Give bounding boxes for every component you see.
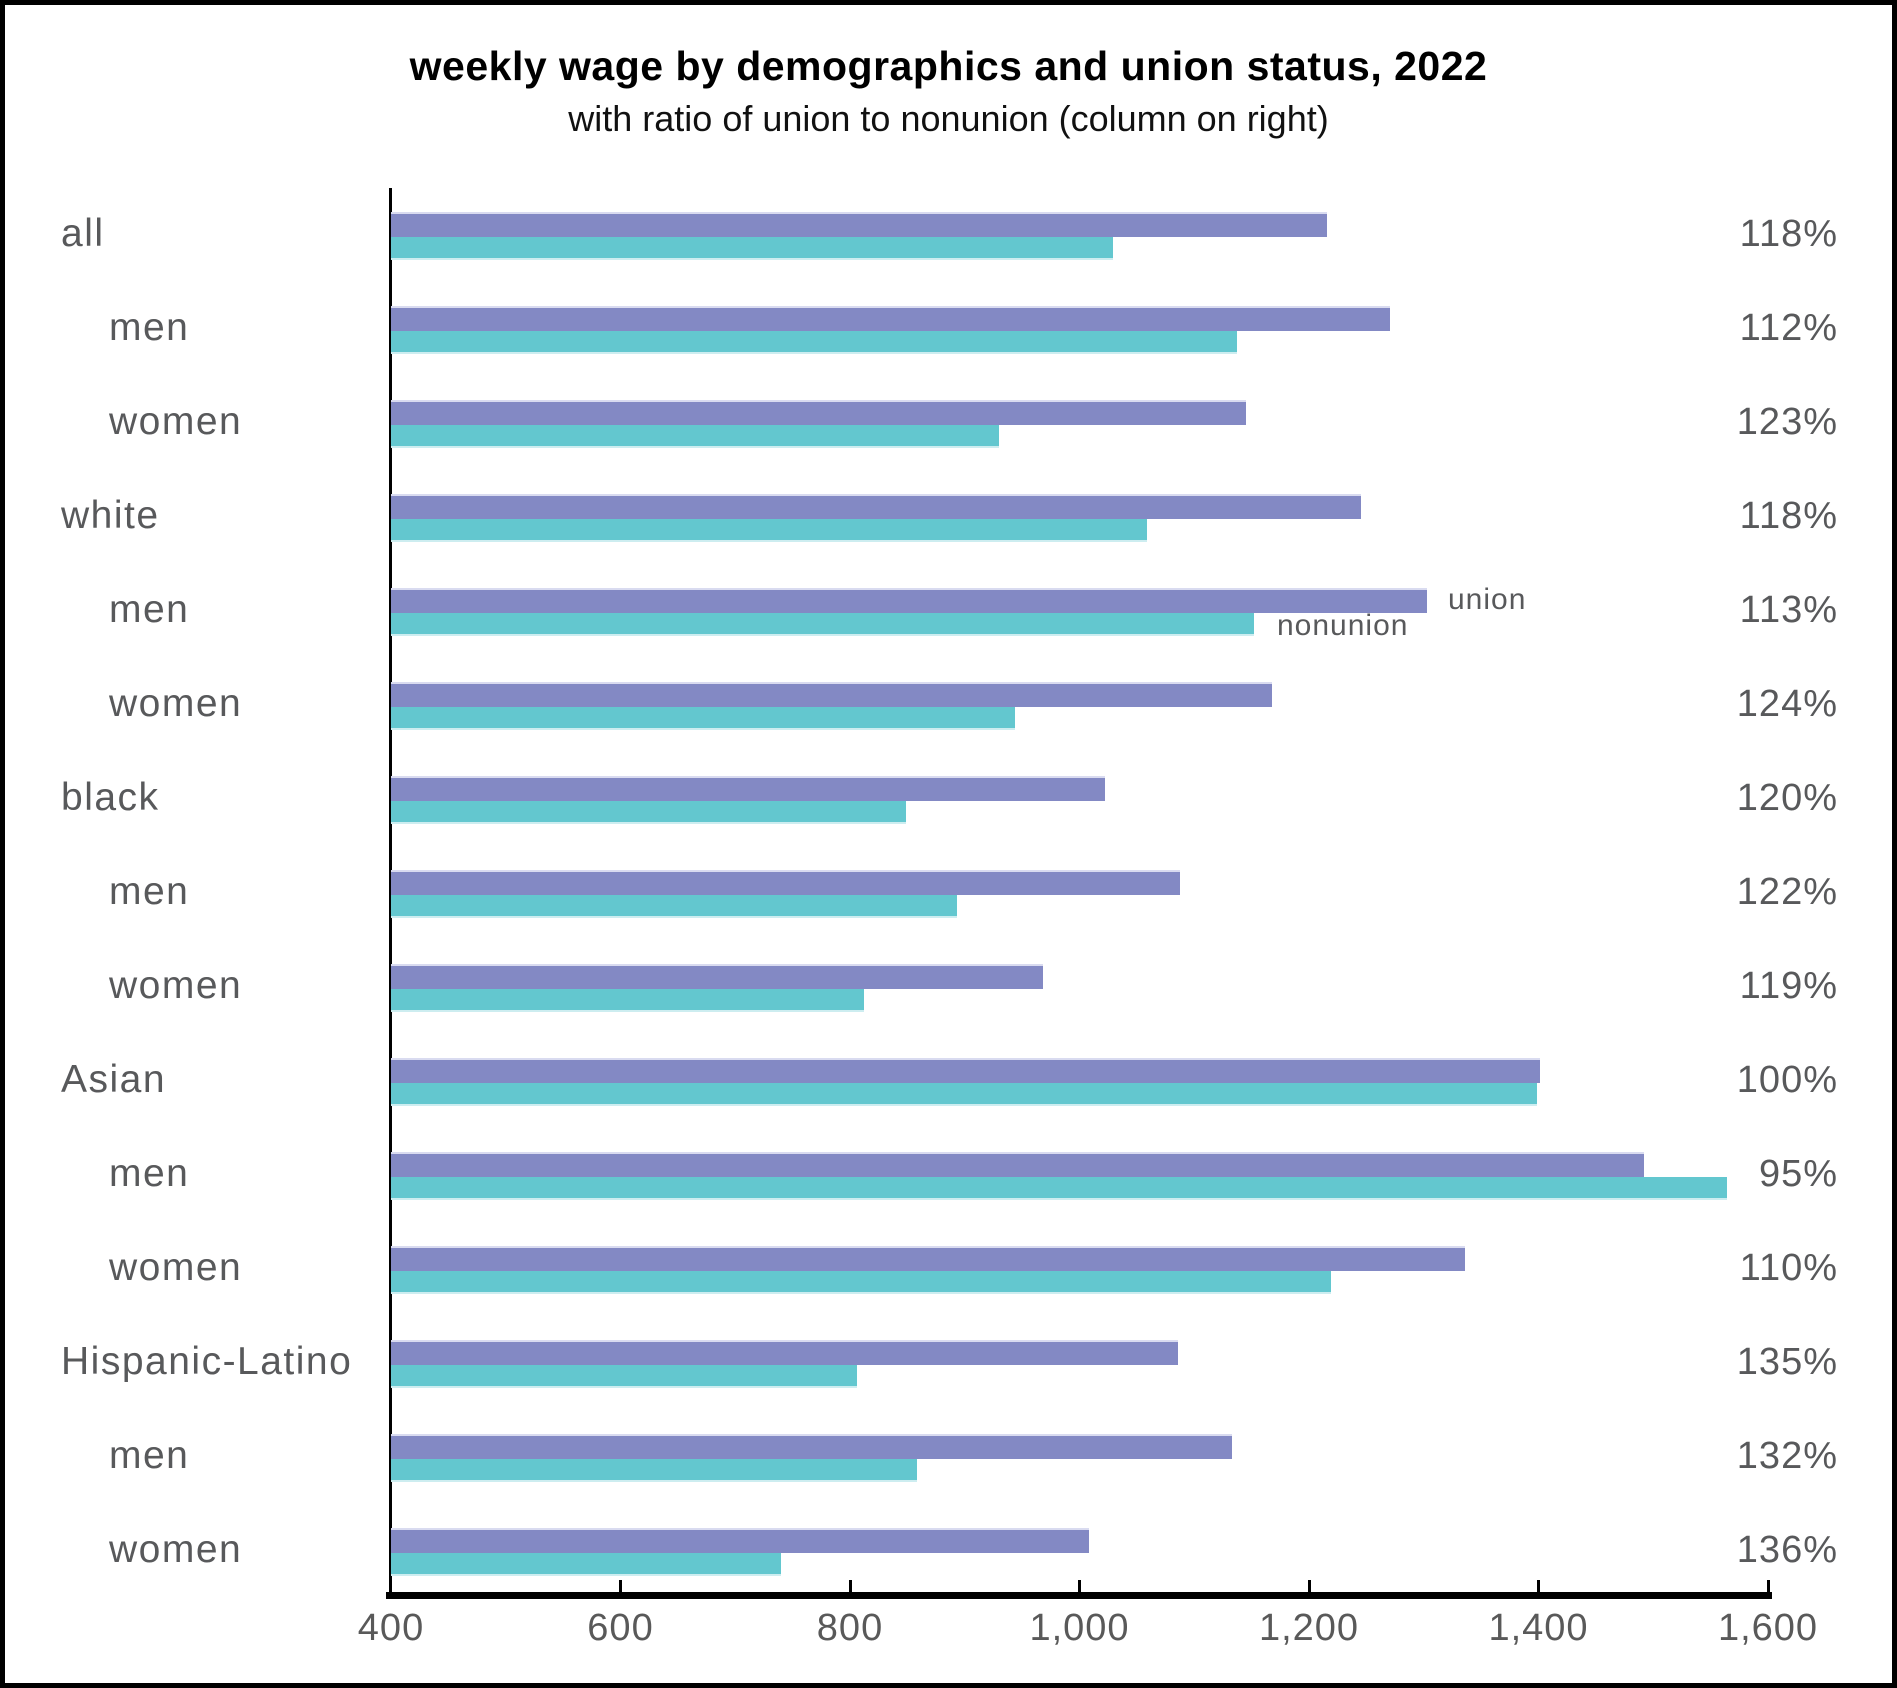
nonunion-bar [391,1177,1727,1200]
ratio-label: 110% [1739,1247,1838,1289]
category-label: black [61,776,160,819]
x-tick-label: 1,400 [1488,1607,1589,1649]
union-bar [391,964,1043,989]
ratio-label: 112% [1739,307,1838,349]
x-tick-label: 1,000 [1029,1607,1130,1649]
ratio-label: 120% [1736,777,1838,819]
union-bar [391,588,1428,613]
x-tick-label: 800 [816,1607,884,1649]
ratio-label: 118% [1739,213,1838,255]
union-bar [391,306,1391,331]
x-tick-label: 400 [357,1607,425,1649]
category-label: men [109,870,190,913]
category-label: Hispanic-Latino [61,1340,353,1383]
nonunion-bar [391,1365,857,1388]
category-label: men [109,306,190,349]
chart-subtitle: with ratio of union to nonunion (column … [568,98,1329,139]
x-tick-mark [1537,1580,1540,1592]
legend-union-label: union [1448,583,1527,616]
union-bar [391,494,1361,519]
nonunion-bar [391,1083,1538,1106]
x-tick-label: 600 [587,1607,654,1649]
union-bar [391,1058,1540,1083]
union-bar [391,1340,1179,1365]
ratio-label: 135% [1736,1341,1838,1383]
nonunion-bar [391,895,957,918]
ratio-label: 118% [1739,495,1838,537]
union-bar [391,776,1105,801]
nonunion-bar [391,237,1113,260]
ratio-label: 136% [1736,1529,1838,1571]
x-tick-label: 1,600 [1717,1607,1819,1649]
x-tick-mark [619,1580,622,1592]
ratio-label: 132% [1736,1435,1838,1477]
x-tick-mark [1766,1580,1770,1592]
legend-nonunion-label: nonunion [1277,609,1409,642]
x-tick-label: 1,200 [1258,1607,1360,1649]
nonunion-bar [391,1459,917,1482]
ratio-label: 123% [1736,401,1838,443]
union-bar [391,682,1273,707]
y-axis-line [389,188,392,1599]
nonunion-bar [391,1271,1331,1294]
nonunion-bar [391,989,864,1012]
union-bar [391,1434,1233,1459]
nonunion-bar [391,425,1000,448]
category-label: Asian [61,1058,167,1101]
union-bar [391,870,1181,895]
ratio-label: 119% [1739,965,1838,1007]
ratio-label: 100% [1736,1059,1838,1101]
x-tick-mark [1078,1580,1081,1592]
ratio-label: 95% [1758,1153,1838,1195]
category-label: men [109,588,190,631]
category-label: white [61,494,160,537]
nonunion-bar [391,801,907,824]
union-bar [391,212,1328,237]
category-label: women [109,964,243,1007]
category-label: men [109,1152,190,1195]
category-label: women [109,400,243,443]
union-bar [391,1152,1645,1177]
category-label: women [109,682,243,725]
chart-title: weekly wage by demographics and union st… [409,43,1488,89]
category-label: women [109,1528,243,1571]
category-label: all [61,212,105,255]
union-bar [391,400,1246,425]
nonunion-bar [391,1553,782,1576]
x-tick-mark [1307,1580,1311,1592]
ratio-label: 113% [1739,589,1838,631]
category-label: men [109,1434,190,1477]
union-bar [391,1528,1089,1553]
nonunion-bar [391,331,1237,354]
nonunion-bar [391,613,1254,636]
nonunion-bar [391,707,1016,730]
category-label: women [109,1246,243,1289]
x-axis-line [386,1592,1772,1599]
ratio-label: 124% [1736,683,1838,725]
ratio-label: 122% [1736,871,1838,913]
x-tick-mark [848,1580,852,1592]
union-bar [391,1246,1466,1271]
nonunion-bar [391,519,1148,542]
